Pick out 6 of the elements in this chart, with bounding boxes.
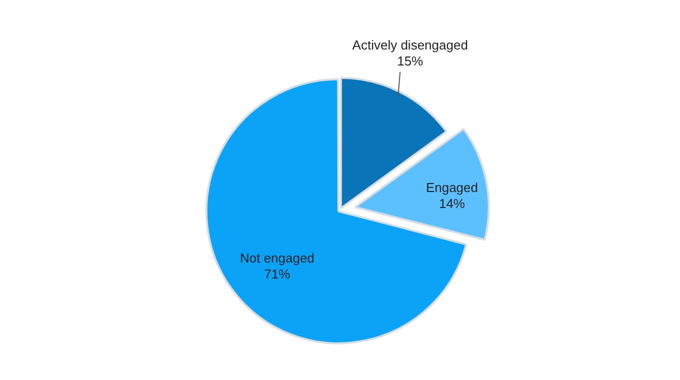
- data-label: 14%: [438, 196, 466, 212]
- slice-label: Not engaged: [240, 250, 314, 266]
- slice-label: Actively disengaged: [352, 38, 468, 53]
- slice-label: Engaged: [426, 180, 478, 196]
- data-label: 71%: [264, 266, 291, 282]
- data-label: 15%: [397, 54, 424, 69]
